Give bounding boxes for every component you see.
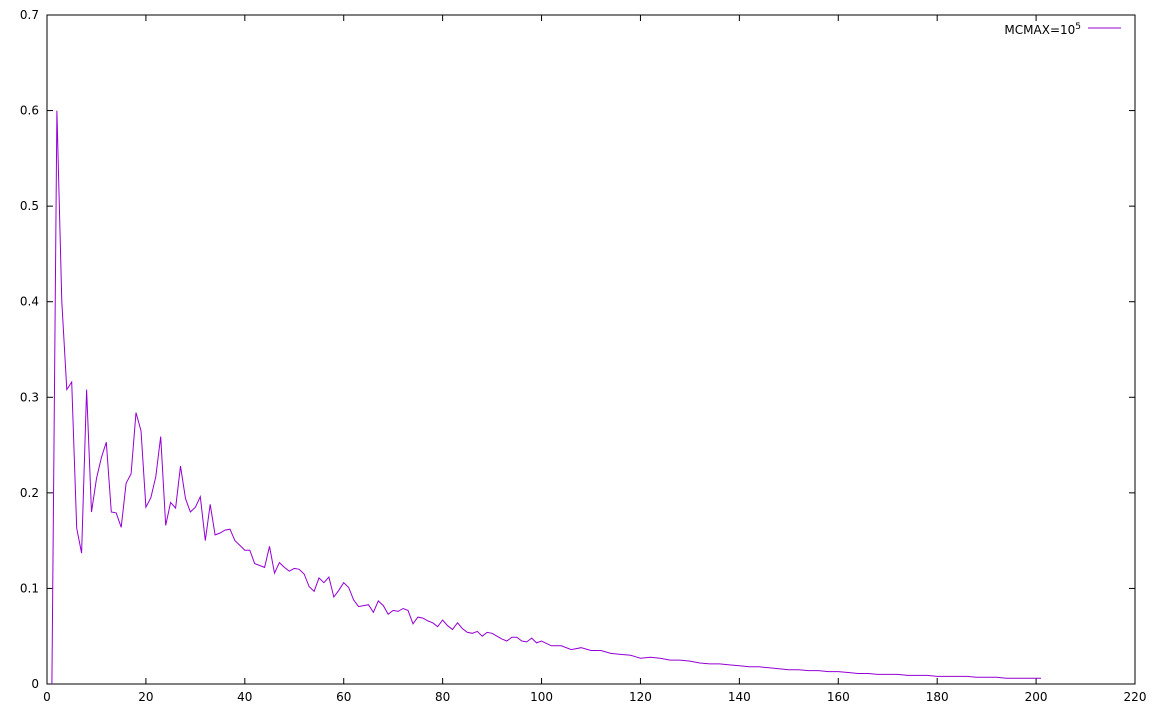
y-tick-label: 0 — [31, 677, 39, 691]
y-axis: 0 0.1 0.2 0.3 0.4 0.5 0.6 0.7 — [20, 8, 1135, 691]
x-tick-label: 80 — [435, 690, 450, 704]
y-tick-label: 0.4 — [20, 295, 39, 309]
x-tick-label: 180 — [926, 690, 949, 704]
x-tick-label: 100 — [530, 690, 553, 704]
legend: MCMAX=105 — [1004, 22, 1121, 37]
x-tick-label: 220 — [1124, 690, 1147, 704]
y-tick-label: 0.6 — [20, 104, 39, 118]
x-tick-label: 40 — [237, 690, 252, 704]
y-tick-label: 0.5 — [20, 199, 39, 213]
legend-label-exponent: 5 — [1075, 22, 1081, 32]
x-tick-label: 0 — [43, 690, 51, 704]
y-tick-label: 0.7 — [20, 8, 39, 22]
series-line — [51, 110, 1041, 685]
x-tick-label: 20 — [138, 690, 153, 704]
x-tick-label: 120 — [629, 690, 652, 704]
y-tick-label: 0.1 — [20, 581, 39, 595]
x-tick-label: 200 — [1025, 690, 1048, 704]
x-tick-label: 140 — [728, 690, 751, 704]
legend-label: MCMAX=105 — [1004, 22, 1081, 37]
x-tick-label: 60 — [336, 690, 351, 704]
legend-label-base: MCMAX=10 — [1004, 23, 1075, 37]
plot-frame — [46, 14, 1136, 685]
series-layer — [51, 110, 1041, 685]
y-tick-label: 0.2 — [20, 486, 39, 500]
x-tick-label: 160 — [827, 690, 850, 704]
x-axis: 0 20 40 60 80 100 120 140 160 180 200 220 — [43, 15, 1146, 704]
y-tick-label: 0.3 — [20, 390, 39, 404]
